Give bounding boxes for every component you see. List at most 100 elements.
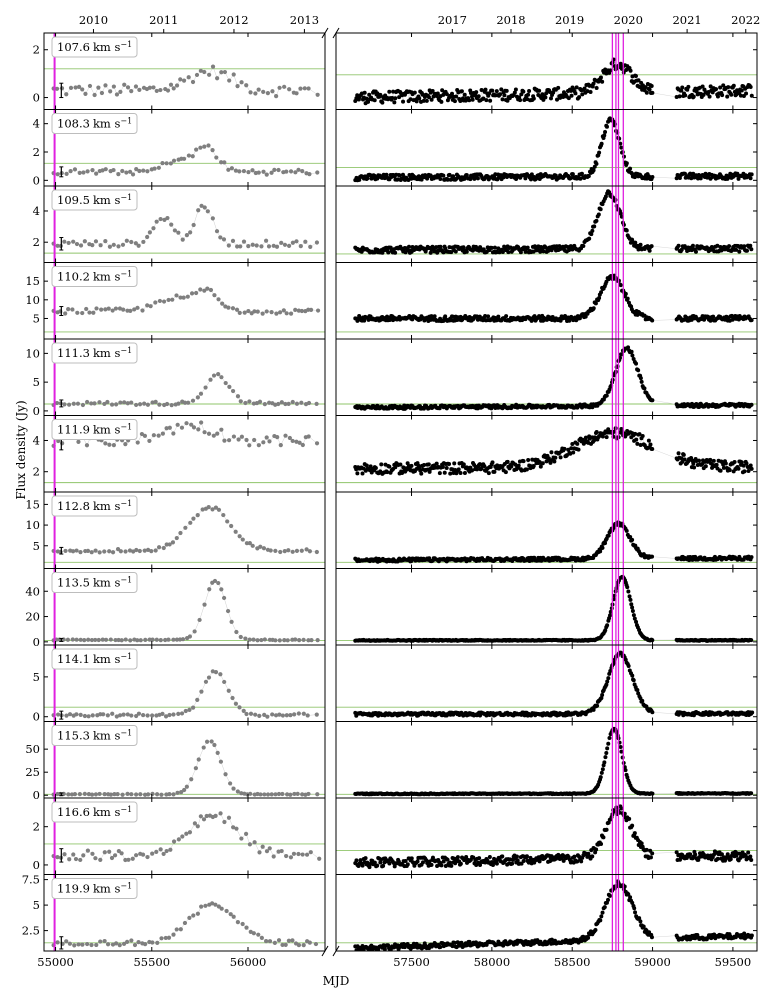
data-point xyxy=(153,399,158,404)
data-point xyxy=(212,742,217,748)
data-point xyxy=(644,90,649,95)
data-point xyxy=(276,167,281,173)
data-point xyxy=(748,85,753,90)
data-point xyxy=(219,160,224,165)
data-point xyxy=(505,98,510,103)
data-point xyxy=(366,99,371,104)
data-point xyxy=(569,446,574,451)
data-point xyxy=(282,549,287,554)
data-point xyxy=(398,462,403,467)
data-point xyxy=(620,755,625,760)
data-point xyxy=(300,168,305,174)
data-point xyxy=(235,789,240,794)
data-point xyxy=(364,463,369,468)
velocity-unit-power: −1 xyxy=(120,117,132,126)
data-point xyxy=(244,437,249,443)
data-point xyxy=(66,240,71,246)
data-point xyxy=(100,168,105,173)
data-point xyxy=(99,90,105,96)
velocity-value: 113.5 xyxy=(57,576,90,590)
data-point xyxy=(280,791,285,797)
velocity-unit-power: −1 xyxy=(120,270,132,279)
data-point xyxy=(148,304,153,309)
data-point xyxy=(256,443,261,448)
data-point xyxy=(422,463,427,468)
data-point xyxy=(288,169,294,174)
data-point xyxy=(278,310,283,315)
data-point xyxy=(226,243,231,248)
data-point xyxy=(583,435,588,440)
data-point xyxy=(164,401,170,407)
data-point xyxy=(580,92,585,97)
data-point xyxy=(111,242,116,247)
data-point xyxy=(642,386,647,391)
data-point xyxy=(188,520,193,525)
data-point xyxy=(591,168,596,173)
data-point xyxy=(391,89,396,94)
data-point xyxy=(167,425,172,430)
data-point xyxy=(625,775,630,780)
data-point xyxy=(111,167,116,173)
data-point xyxy=(745,248,750,253)
data-point xyxy=(274,244,280,249)
data-point xyxy=(110,308,115,313)
early-points xyxy=(51,143,320,177)
data-point xyxy=(129,792,134,797)
data-point xyxy=(696,458,701,463)
data-point xyxy=(142,792,148,797)
data-point xyxy=(315,170,320,175)
data-point xyxy=(205,286,210,291)
data-point xyxy=(170,297,175,302)
data-point xyxy=(230,306,236,311)
velocity-unit: km s xyxy=(93,652,121,666)
early-connector xyxy=(53,288,319,314)
velocity-label-box xyxy=(51,36,138,58)
velocity-label-box xyxy=(51,342,138,364)
data-point xyxy=(714,87,719,92)
y-tick-label: 2 xyxy=(33,465,40,479)
data-point xyxy=(171,637,176,642)
data-point xyxy=(387,89,392,94)
data-point xyxy=(282,638,287,643)
data-point xyxy=(259,637,264,643)
data-point xyxy=(233,529,238,534)
data-point xyxy=(212,578,218,584)
data-point xyxy=(160,160,165,166)
data-point xyxy=(226,688,231,693)
data-point xyxy=(625,296,630,301)
data-point xyxy=(589,232,594,237)
data-point xyxy=(603,541,608,546)
data-point xyxy=(250,168,255,173)
data-point xyxy=(280,713,285,718)
data-point xyxy=(518,250,523,255)
data-point xyxy=(223,380,228,386)
data-point xyxy=(603,628,608,633)
data-point xyxy=(151,433,156,438)
data-point xyxy=(592,438,597,443)
data-point xyxy=(190,79,196,85)
data-point xyxy=(628,166,633,171)
data-point xyxy=(650,175,655,180)
data-point xyxy=(386,250,391,255)
data-point xyxy=(531,96,536,101)
data-point xyxy=(77,170,82,175)
data-point xyxy=(158,87,163,93)
data-point xyxy=(626,345,631,350)
data-point xyxy=(190,398,196,403)
data-point xyxy=(635,441,640,446)
data-point xyxy=(202,205,207,210)
data-point xyxy=(626,589,631,594)
data-point xyxy=(180,637,186,642)
data-point xyxy=(691,94,696,99)
data-point xyxy=(634,619,639,624)
data-point xyxy=(83,91,88,96)
data-point xyxy=(509,464,514,469)
data-point xyxy=(93,792,99,797)
data-point xyxy=(262,792,267,797)
data-point xyxy=(526,458,531,463)
data-point xyxy=(576,447,581,452)
data-point xyxy=(75,310,80,315)
velocity-label-text: 109.5 km s−1 xyxy=(57,193,132,207)
data-point xyxy=(505,459,510,464)
data-point xyxy=(749,318,754,323)
